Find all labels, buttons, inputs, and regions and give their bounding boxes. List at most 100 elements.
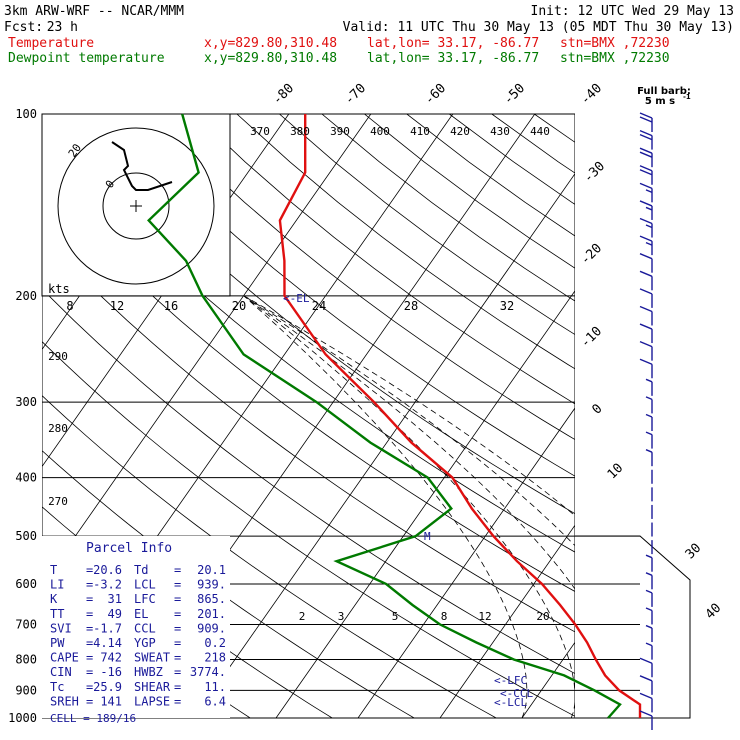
speed-tick-label: 24 <box>312 299 326 313</box>
dew-latlon: lat,lon= 33.17, -86.77 <box>367 51 539 66</box>
hodograph-ring-label-outer: 20 <box>66 141 84 159</box>
isotherm-line <box>686 114 740 718</box>
isotherm-line <box>275 290 575 718</box>
isotherm-label: 30 <box>683 541 705 563</box>
parcel-info-cell: Td <box>134 563 148 577</box>
wind-barb-half <box>645 642 653 647</box>
hodograph-inset: 20 0 <box>41 113 231 297</box>
wind-barb <box>639 217 653 238</box>
moist-adiabat <box>243 295 575 590</box>
parcel-info-cell: = <box>174 694 181 708</box>
parcel-info-cell: 218 <box>204 651 226 665</box>
parcel-info-cell: EL <box>134 607 148 621</box>
pressure-tick-label: 600 <box>15 577 37 591</box>
dry-adiabat <box>662 114 740 718</box>
pressure-tick-label: 200 <box>15 289 37 303</box>
parcel-info-cell: SVI <box>50 621 72 635</box>
mixing-ratio-label: 8 <box>441 610 448 623</box>
wind-barb-half <box>645 607 653 612</box>
theta-e-label: 430 <box>490 125 510 138</box>
wind-barb-half <box>645 572 653 576</box>
theta-e-label: 400 <box>370 125 390 138</box>
moist-adiabat <box>243 295 575 718</box>
hodograph-ring-outer <box>57 127 215 285</box>
parcel-info-cell: = <box>174 578 181 592</box>
model-title: 3km ARW-WRF -- NCAR/MMM <box>4 4 184 19</box>
legend-dewpoint: Dewpoint temperature <box>8 51 165 66</box>
wind-barb-half <box>645 378 653 383</box>
wind-barb <box>639 341 653 361</box>
wind-barb <box>639 710 653 730</box>
parcel-info-title: Parcel Info <box>86 541 172 556</box>
parcel-info-cell: TT <box>50 607 64 621</box>
dry-adiabat <box>42 133 575 553</box>
wind-barb <box>645 607 653 625</box>
barb-legend-title: Full barb: <box>637 86 691 97</box>
wind-barb-half <box>645 206 653 211</box>
parcel-info-cell: 3774. <box>190 665 226 679</box>
isotherm-line <box>42 114 372 585</box>
wind-barb-flag <box>639 657 653 664</box>
dry-adiabat <box>42 236 575 633</box>
parcel-info-cell: -3.2 <box>93 578 122 592</box>
parcel-info-cell: 20.1 <box>197 563 226 577</box>
parcel-info-cell: = <box>86 651 93 665</box>
speed-tick-label: 16 <box>164 299 178 313</box>
theta-e-label: 370 <box>250 125 270 138</box>
pressure-tick-label: 400 <box>15 471 37 485</box>
parcel-info-cell: Tc <box>50 680 64 694</box>
parcel-info-cell: = <box>174 665 181 679</box>
mixing-ratio-label: 12 <box>478 610 491 623</box>
wind-barb <box>645 642 653 660</box>
el-marker: <-EL <box>283 292 310 305</box>
lcl-marker: <-LCL <box>494 696 527 709</box>
wind-barb-half <box>645 413 653 418</box>
wind-barb <box>639 692 653 713</box>
wind-barb-half <box>645 189 653 193</box>
parcel-info-cell: LCL <box>134 578 156 592</box>
wind-barb <box>639 358 653 379</box>
parcel-info-cell: 865. <box>197 592 226 606</box>
wind-barb-half <box>645 589 653 594</box>
dry-adiabat <box>66 114 575 515</box>
isotherm-line <box>604 114 740 718</box>
speed-tick-label: 28 <box>404 299 418 313</box>
wind-barb <box>645 624 653 643</box>
parcel-info-cell: 0.2 <box>204 636 226 650</box>
parcel-info-cell: 25.9 <box>93 680 122 694</box>
parcel-info-cell: K <box>50 592 58 606</box>
theta-e-label: 380 <box>290 125 310 138</box>
isotherm-label: -30 <box>581 159 608 186</box>
parcel-info-cell: 909. <box>197 621 226 635</box>
parcel-info-cell: SHEAR <box>134 680 171 694</box>
parcel-info-bg <box>42 536 230 718</box>
dry-adiabat <box>151 114 575 441</box>
parcel-info-cell: 6.4 <box>204 694 226 708</box>
parcel-info-cell: = <box>86 592 93 606</box>
speed-tick-label: 8 <box>66 299 73 313</box>
temperature-line <box>278 114 642 718</box>
dry-adiabat <box>236 114 575 370</box>
pressure-tick-label: 500 <box>15 529 37 543</box>
theta-label: 270 <box>48 495 68 508</box>
wind-barb-flag <box>639 129 653 137</box>
theta-e-label: 420 <box>450 125 470 138</box>
lfc-marker: <-LFC <box>494 674 527 687</box>
wind-barb-half <box>645 396 653 401</box>
theta-e-label: 440 <box>530 125 550 138</box>
wind-barb-flag <box>639 112 653 119</box>
parcel-info-cell: HWBZ <box>134 665 163 679</box>
wind-barb <box>639 323 653 344</box>
fcst-label: Fcst: <box>4 20 43 35</box>
grid-layer <box>42 114 740 718</box>
parcel-info-cell: 742 <box>100 651 122 665</box>
isotherm-line <box>439 524 575 718</box>
temp-stn: stn=BMX ,72230 <box>560 36 670 51</box>
parcel-info-cell: PW <box>50 636 65 650</box>
ccl-marker: <-CCL <box>500 687 533 700</box>
parcel-info-cell: = <box>174 607 181 621</box>
isotherm-label: -20 <box>578 241 605 268</box>
valid-time: Valid: 11 UTC Thu 30 May 13 (05 MDT Thu … <box>343 20 734 35</box>
